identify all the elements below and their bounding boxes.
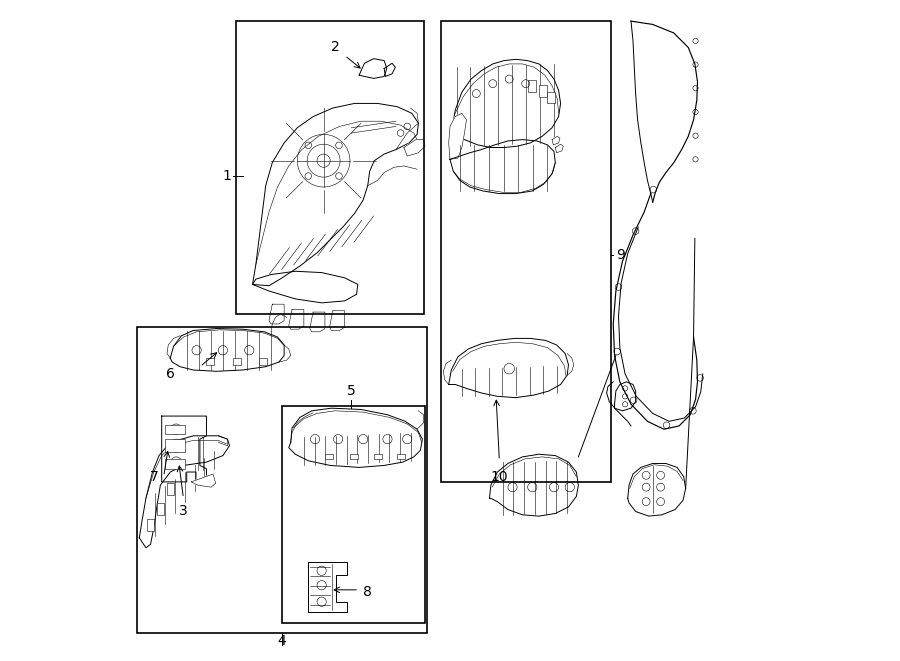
Polygon shape	[289, 309, 304, 329]
Bar	[233, 358, 240, 365]
Bar	[165, 459, 184, 469]
Bar	[547, 92, 555, 103]
Polygon shape	[162, 416, 206, 482]
Polygon shape	[627, 463, 686, 516]
Bar	[158, 503, 164, 515]
Bar	[539, 85, 547, 97]
Polygon shape	[253, 271, 358, 303]
Polygon shape	[552, 136, 560, 145]
Polygon shape	[309, 563, 346, 611]
Polygon shape	[269, 304, 284, 324]
Polygon shape	[449, 338, 569, 398]
Polygon shape	[359, 59, 387, 79]
Text: 1: 1	[222, 169, 231, 183]
Polygon shape	[404, 139, 425, 156]
Text: 9: 9	[616, 248, 625, 262]
Bar	[148, 520, 154, 531]
Bar	[206, 358, 214, 365]
Text: 4: 4	[278, 634, 286, 648]
Text: 8: 8	[363, 585, 372, 599]
Polygon shape	[310, 312, 325, 332]
Text: 5: 5	[346, 383, 356, 398]
Bar	[283, 407, 425, 623]
Polygon shape	[450, 139, 555, 194]
Bar	[165, 439, 184, 452]
Bar	[374, 453, 382, 459]
Polygon shape	[555, 144, 563, 153]
Polygon shape	[490, 454, 579, 516]
Bar	[167, 483, 174, 495]
Polygon shape	[289, 408, 422, 467]
Bar	[527, 81, 536, 93]
Text: 2: 2	[331, 40, 340, 54]
Text: 6: 6	[166, 367, 175, 381]
Text: 7: 7	[150, 469, 159, 484]
Bar	[165, 424, 184, 434]
Polygon shape	[170, 329, 284, 371]
Polygon shape	[384, 63, 395, 77]
Bar	[350, 453, 358, 459]
Polygon shape	[253, 103, 418, 286]
Bar	[441, 21, 611, 482]
Polygon shape	[192, 474, 216, 487]
Bar	[325, 453, 333, 459]
Bar	[138, 327, 427, 633]
Bar	[236, 21, 424, 314]
Text: 10: 10	[491, 470, 508, 484]
Polygon shape	[329, 311, 345, 330]
Polygon shape	[450, 59, 561, 159]
Polygon shape	[140, 436, 230, 548]
Polygon shape	[449, 113, 466, 159]
Text: 3: 3	[179, 504, 188, 518]
Polygon shape	[615, 382, 635, 410]
Bar	[259, 358, 267, 365]
Bar	[397, 453, 405, 459]
